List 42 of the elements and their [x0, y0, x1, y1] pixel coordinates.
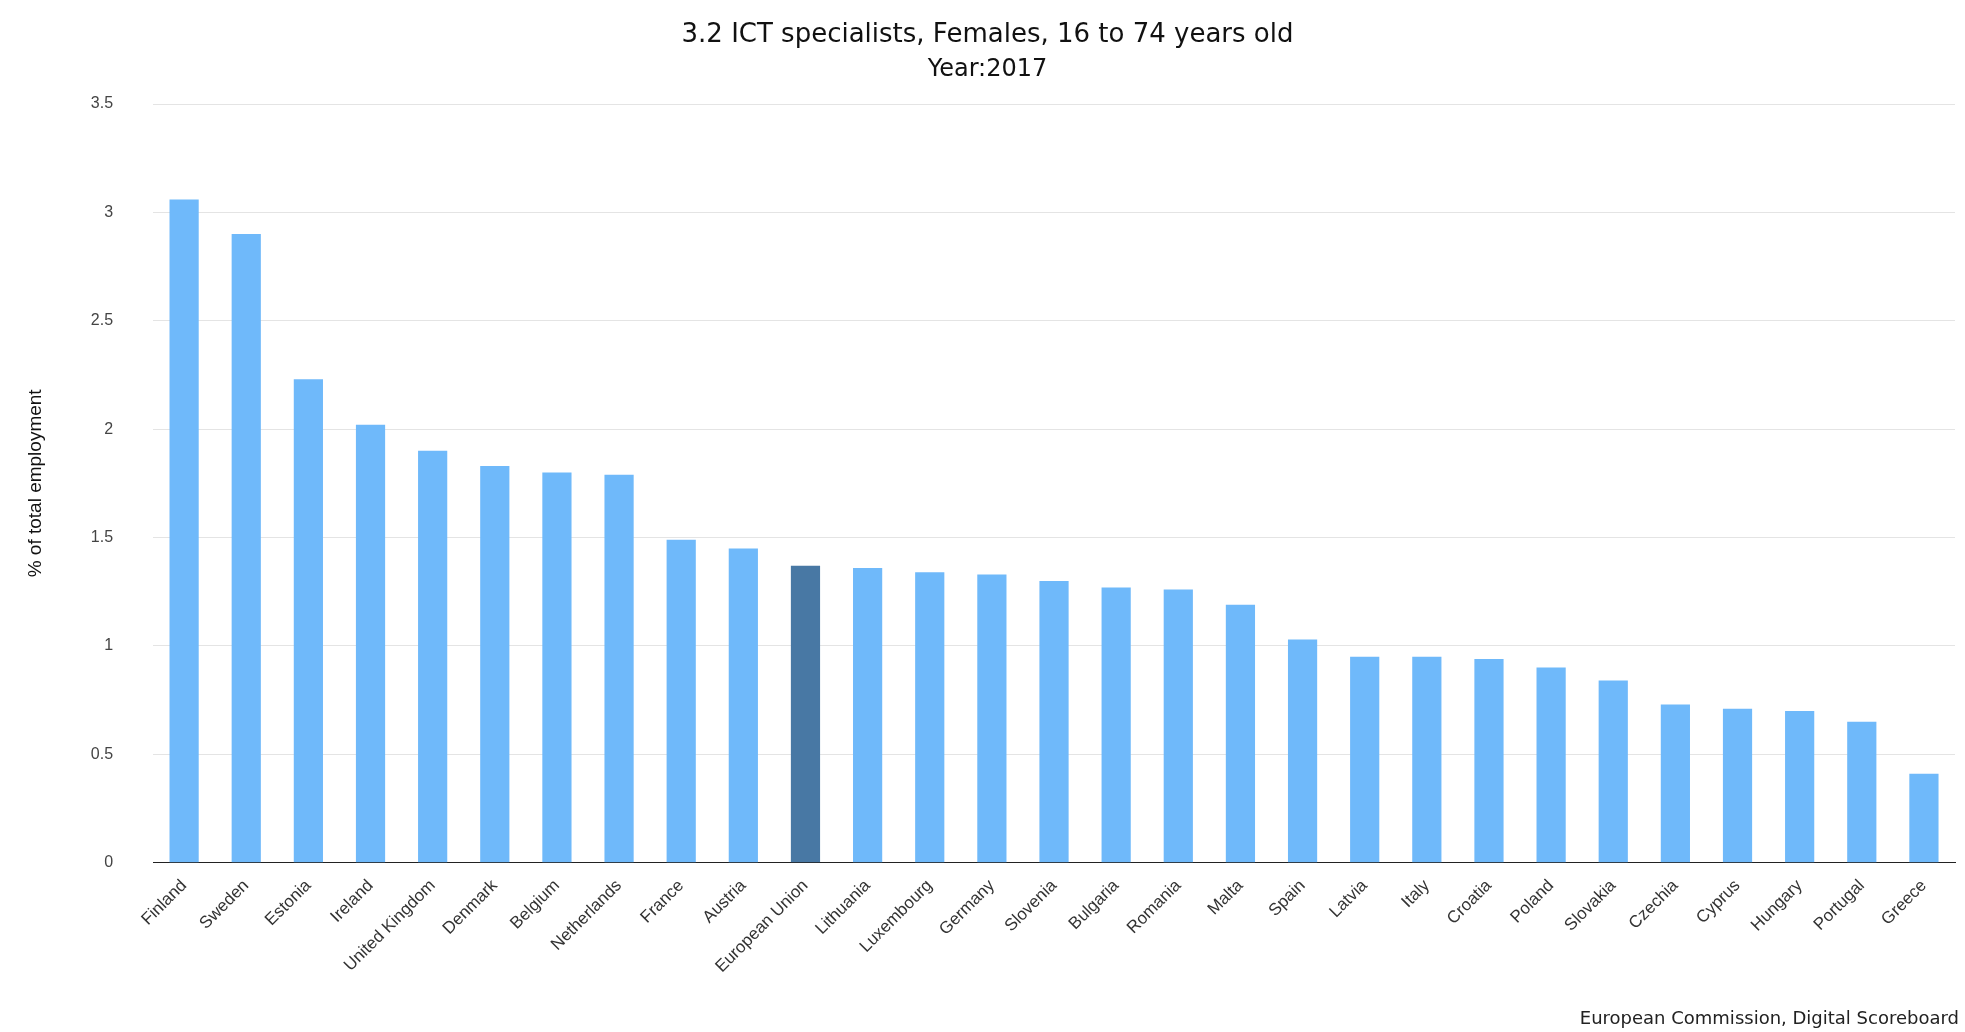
y-tick-label: 1 — [104, 636, 114, 654]
bar — [1287, 639, 1318, 863]
y-axis-title: % of total employment — [23, 388, 45, 578]
bar — [1474, 658, 1504, 863]
y-tick-label: 0.5 — [90, 744, 114, 762]
bar — [1722, 708, 1753, 863]
bar — [418, 450, 448, 863]
bar — [1909, 773, 1939, 863]
bar — [1350, 656, 1380, 863]
bar — [355, 424, 386, 863]
bar — [293, 379, 323, 863]
y-tick-label: 2 — [104, 419, 114, 437]
bar — [604, 474, 634, 863]
bar — [853, 567, 883, 863]
bar — [1163, 589, 1193, 863]
y-tick-label: 3 — [104, 202, 114, 220]
bar — [480, 466, 510, 863]
bar — [1412, 656, 1442, 863]
bar — [1785, 710, 1815, 863]
chart-subtitle: Year:2017 — [926, 53, 1048, 82]
bar — [231, 234, 261, 863]
bar — [1598, 680, 1628, 863]
bar — [542, 472, 572, 863]
y-tick-label: 2.5 — [90, 311, 114, 329]
y-tick-label: 0 — [104, 853, 114, 871]
bar — [915, 572, 945, 863]
bar — [1536, 667, 1566, 863]
text: European Commission, Digital Scoreboard — [1579, 1007, 1959, 1028]
x-tick-label: Italy — [1397, 875, 1434, 912]
bar — [666, 539, 696, 863]
bar — [1225, 604, 1256, 863]
chart-title: 3.2 ICT specialists, Females, 16 to 74 years old — [681, 18, 1294, 49]
bar — [790, 565, 821, 863]
bar — [977, 574, 1007, 863]
bar — [728, 548, 758, 863]
y-tick-label: 3.5 — [90, 94, 114, 112]
bar — [1039, 580, 1069, 863]
bar — [1101, 587, 1131, 863]
bar — [169, 199, 199, 863]
y-tick-label: 1.5 — [90, 527, 114, 545]
bar — [1847, 721, 1877, 863]
bar — [1660, 704, 1690, 863]
